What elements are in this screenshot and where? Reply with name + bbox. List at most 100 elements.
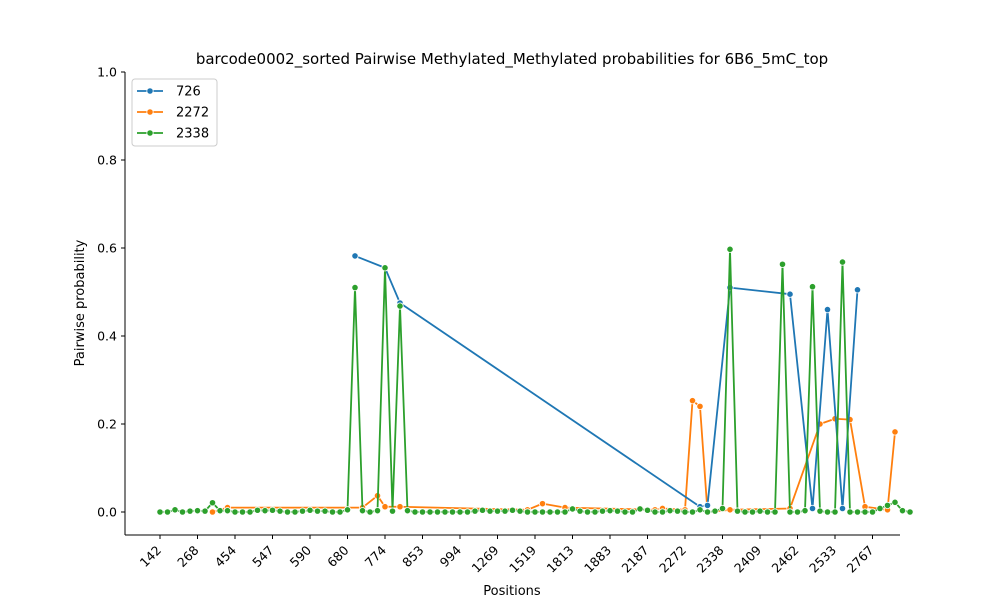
data-point — [388, 507, 397, 515]
x-tick-label: 1883 — [581, 543, 614, 576]
data-point — [178, 508, 187, 516]
data-point — [748, 508, 757, 516]
x-tick-label: 268 — [174, 542, 202, 570]
data-point — [538, 508, 547, 516]
x-axis-label: Positions — [483, 584, 541, 599]
data-point — [621, 508, 629, 516]
data-point — [726, 506, 734, 514]
y-axis-ticks: 0.0 0.2 0.4 0.6 0.8 1.0 — [97, 65, 125, 520]
data-point — [838, 504, 847, 513]
data-point — [186, 507, 194, 515]
data-point — [808, 283, 817, 291]
data-point — [223, 507, 232, 515]
y-axis-label: Pairwise probability — [73, 239, 88, 366]
legend-marker — [146, 87, 154, 95]
x-tick-label: 2767 — [844, 543, 877, 576]
series-layer — [156, 245, 914, 516]
x-tick-label: 2462 — [769, 543, 802, 576]
x-tick-label: 142 — [137, 543, 164, 570]
data-point — [598, 507, 607, 515]
data-point — [298, 507, 307, 515]
data-point — [328, 508, 337, 516]
data-point — [418, 508, 427, 516]
data-point — [643, 506, 652, 514]
data-point — [463, 508, 472, 516]
data-point — [561, 508, 569, 516]
data-point — [711, 507, 719, 515]
data-point — [343, 506, 352, 514]
data-point — [696, 402, 704, 410]
data-point — [583, 508, 592, 516]
x-tick-label: 2272 — [656, 543, 689, 576]
x-tick-label: 2533 — [806, 543, 839, 576]
data-point — [291, 508, 299, 516]
data-point — [568, 505, 577, 513]
y-tick-label: 1.0 — [97, 65, 117, 80]
data-point — [538, 500, 547, 508]
data-point — [523, 508, 532, 516]
data-point — [486, 507, 494, 515]
data-point — [268, 506, 277, 514]
data-point — [216, 507, 224, 515]
data-point — [853, 286, 862, 294]
data-point — [321, 507, 329, 515]
data-point — [426, 508, 434, 516]
data-point — [763, 508, 772, 516]
data-point — [756, 507, 764, 515]
x-tick-label: 2338 — [694, 542, 727, 575]
data-point — [501, 507, 509, 515]
x-tick-label: 994 — [437, 542, 465, 570]
data-point — [531, 508, 539, 516]
data-point — [478, 506, 487, 514]
data-point — [846, 508, 854, 516]
data-point — [808, 504, 817, 513]
series-2272 — [208, 397, 899, 516]
data-point — [696, 506, 704, 514]
data-point — [253, 506, 262, 514]
y-tick-label: 0.8 — [97, 153, 117, 168]
x-tick-label: 2187 — [619, 543, 652, 576]
data-point — [733, 507, 742, 515]
data-point — [441, 508, 449, 516]
data-point — [471, 507, 479, 515]
data-point — [306, 506, 314, 514]
data-point — [688, 508, 697, 516]
data-point — [246, 508, 254, 516]
data-point — [801, 507, 809, 515]
data-point — [823, 305, 832, 314]
data-point — [688, 397, 697, 405]
data-point — [201, 507, 209, 515]
series-line-2338 — [160, 248, 911, 513]
legend-label: 2272 — [176, 106, 209, 121]
data-point — [381, 264, 389, 272]
data-point — [666, 507, 674, 515]
data-point — [508, 506, 517, 514]
data-point — [396, 503, 404, 511]
data-point — [208, 508, 217, 516]
data-point — [336, 508, 344, 516]
data-point — [493, 507, 502, 515]
data-point — [771, 508, 779, 516]
x-tick-label: 1519 — [506, 542, 539, 575]
data-point — [883, 501, 892, 509]
data-point — [163, 508, 172, 516]
legend-marker — [146, 129, 154, 137]
data-point — [906, 508, 914, 516]
data-point — [831, 508, 839, 516]
data-point — [876, 504, 884, 513]
data-point — [681, 508, 689, 516]
data-point — [718, 504, 727, 513]
series-line-2272 — [212, 399, 896, 513]
data-point — [351, 283, 359, 292]
data-point — [838, 258, 847, 266]
data-point — [628, 508, 637, 516]
y-tick-label: 0.2 — [97, 417, 117, 432]
data-point — [591, 508, 599, 516]
data-point — [553, 508, 562, 516]
x-tick-label: 590 — [287, 542, 315, 570]
y-tick-label: 0.0 — [97, 505, 117, 520]
data-point — [156, 508, 164, 516]
data-point — [351, 252, 359, 260]
legend-label: 726 — [176, 85, 201, 100]
